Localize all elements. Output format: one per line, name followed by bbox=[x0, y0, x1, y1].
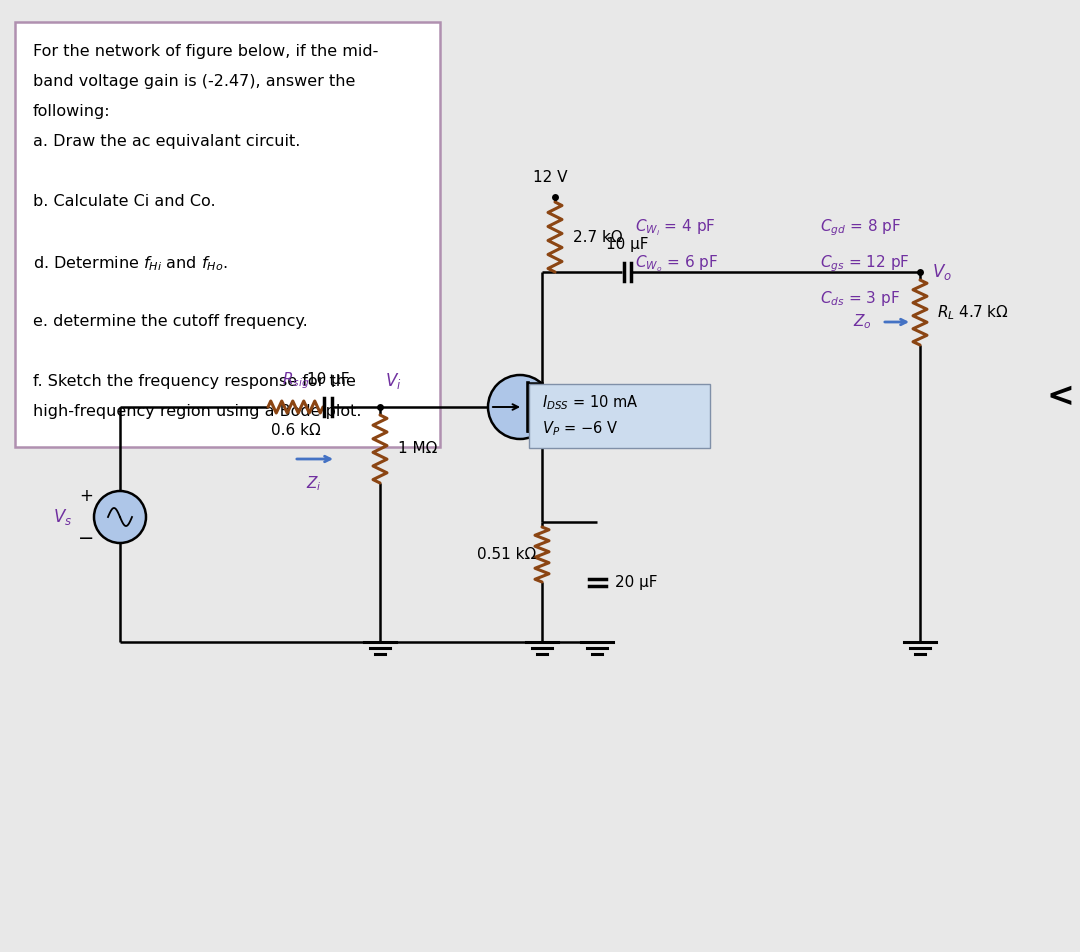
Circle shape bbox=[488, 375, 552, 439]
Text: 12 V: 12 V bbox=[532, 170, 567, 185]
Text: $V_o$: $V_o$ bbox=[932, 262, 951, 282]
Text: a. Draw the ac equivalant circuit.: a. Draw the ac equivalant circuit. bbox=[33, 134, 300, 149]
Text: $I_{DSS}$ = 10 mA: $I_{DSS}$ = 10 mA bbox=[542, 393, 638, 411]
Text: band voltage gain is (-2.47), answer the: band voltage gain is (-2.47), answer the bbox=[33, 74, 355, 89]
Text: $R_L$ 4.7 kΩ: $R_L$ 4.7 kΩ bbox=[937, 303, 1009, 322]
Text: 1 MΩ: 1 MΩ bbox=[399, 442, 437, 457]
Text: 20 μF: 20 μF bbox=[615, 574, 658, 589]
FancyBboxPatch shape bbox=[15, 22, 440, 447]
Text: $Z_i$: $Z_i$ bbox=[306, 474, 322, 493]
FancyBboxPatch shape bbox=[529, 384, 710, 448]
Text: For the network of figure below, if the mid-: For the network of figure below, if the … bbox=[33, 44, 378, 59]
Text: $C_{W_i}$ = 4 pF: $C_{W_i}$ = 4 pF bbox=[635, 217, 716, 238]
Text: e. determine the cutoff frequency.: e. determine the cutoff frequency. bbox=[33, 314, 308, 329]
Text: high-frequency region using a Bode plot.: high-frequency region using a Bode plot. bbox=[33, 404, 362, 419]
Text: 10 μF: 10 μF bbox=[606, 237, 648, 252]
Text: following:: following: bbox=[33, 104, 110, 119]
Text: $C_{gd}$ = 8 pF: $C_{gd}$ = 8 pF bbox=[820, 217, 901, 238]
Text: $C_{ds}$ = 3 pF: $C_{ds}$ = 3 pF bbox=[820, 289, 900, 308]
Text: $R_{sig}$: $R_{sig}$ bbox=[282, 370, 309, 391]
Text: d. Determine $f_{Hi}$ and $f_{Ho}$.: d. Determine $f_{Hi}$ and $f_{Ho}$. bbox=[33, 254, 228, 272]
Text: f. Sketch the frequency response for the: f. Sketch the frequency response for the bbox=[33, 374, 356, 389]
Text: $C_{gs}$ = 12 pF: $C_{gs}$ = 12 pF bbox=[820, 253, 909, 273]
Text: 2.7 kΩ: 2.7 kΩ bbox=[573, 229, 623, 245]
Text: $V_i$: $V_i$ bbox=[384, 371, 402, 391]
Text: $C_{W_o}$ = 6 pF: $C_{W_o}$ = 6 pF bbox=[635, 253, 718, 273]
Text: 0.51 kΩ: 0.51 kΩ bbox=[477, 547, 537, 562]
Text: 0.6 kΩ: 0.6 kΩ bbox=[271, 423, 321, 438]
Text: −: − bbox=[78, 529, 94, 548]
Text: <: < bbox=[1047, 381, 1074, 413]
Text: 10 μF: 10 μF bbox=[307, 372, 349, 387]
Text: $Z_o$: $Z_o$ bbox=[853, 312, 872, 331]
Text: $V_s$: $V_s$ bbox=[53, 507, 72, 527]
Circle shape bbox=[94, 491, 146, 543]
Text: +: + bbox=[79, 487, 93, 505]
Text: $V_P$ = −6 V: $V_P$ = −6 V bbox=[542, 419, 618, 438]
Text: b. Calculate Ci and Co.: b. Calculate Ci and Co. bbox=[33, 194, 216, 209]
